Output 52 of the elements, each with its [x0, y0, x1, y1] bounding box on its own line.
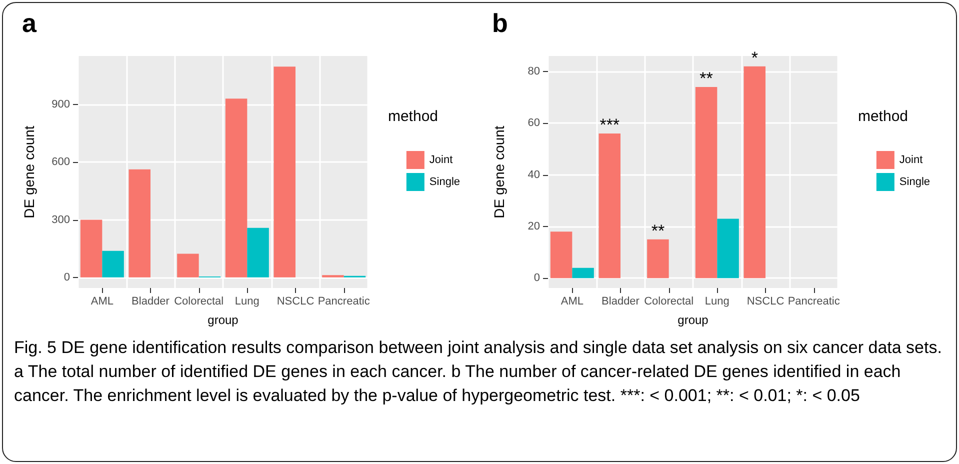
y-tick-label: 20: [528, 220, 540, 233]
x-tick-label: Lung: [234, 296, 260, 308]
bar: [572, 268, 594, 278]
bar: [598, 134, 620, 278]
legend-label: Single: [899, 176, 930, 188]
legend-label: Joint: [899, 154, 923, 166]
y-tick-label: 300: [52, 214, 70, 226]
bar: [695, 87, 718, 278]
annotation: **: [651, 221, 665, 240]
bar: [274, 66, 296, 278]
y-tick-label: 0: [534, 272, 540, 284]
x-tick-label: Colorectal: [644, 296, 694, 308]
legend-label: Single: [429, 176, 460, 188]
legend-label: Joint: [429, 154, 453, 166]
bar: [80, 220, 102, 278]
x-tick-label: AML: [90, 296, 114, 308]
bar: [225, 98, 248, 278]
x-tick-label: Colorectal: [174, 296, 224, 308]
x-tick-label: NSCLC: [276, 296, 314, 308]
bar: [247, 228, 269, 278]
caption: Fig. 5 DE gene identification results comparison between joint analysis and single data set analysis on six cancer data sets. a The total number of identified DE genes in each cancer. b The number of cancer-related DE genes identified in each cancer. The enrichment level is evaluated by the p-value of hypergeometric test. ***: < 0.001; **: < 0.01; *: < 0.05: [14, 337, 943, 407]
legend-title: method: [858, 108, 908, 125]
bar: [717, 218, 739, 278]
x-axis-title: group: [208, 313, 239, 327]
chart-title: a: [22, 8, 37, 38]
y-tick-label: 900: [52, 98, 70, 110]
x-axis-title: group: [678, 313, 709, 327]
bar: [128, 169, 150, 278]
chart-title: b: [492, 8, 508, 38]
x-tick-label: NSCLC: [746, 296, 784, 308]
annotation: ***: [600, 116, 620, 135]
y-axis-title: DE gene count: [21, 126, 37, 218]
bar: [550, 232, 572, 278]
legend-title: method: [388, 108, 438, 125]
x-tick-label: AML: [560, 296, 584, 308]
x-tick-label: Pancreatic: [318, 296, 370, 308]
y-tick-label: 40: [528, 168, 540, 181]
bar: [102, 250, 124, 278]
bar: [177, 254, 199, 278]
x-tick-label: Bladder: [602, 296, 640, 308]
bar: [647, 239, 669, 278]
annotation: *: [751, 48, 758, 68]
y-tick-label: 0: [64, 271, 70, 284]
y-axis-title: DE gene count: [491, 126, 507, 218]
y-tick-label: 600: [52, 156, 70, 168]
y-tick-label: 60: [528, 117, 540, 130]
annotation: **: [700, 69, 714, 88]
y-tick-label: 80: [528, 66, 540, 78]
x-tick-label: Bladder: [132, 296, 170, 308]
x-tick-label: Lung: [704, 296, 730, 308]
bar: [744, 66, 766, 278]
x-tick-label: Pancreatic: [788, 296, 840, 308]
